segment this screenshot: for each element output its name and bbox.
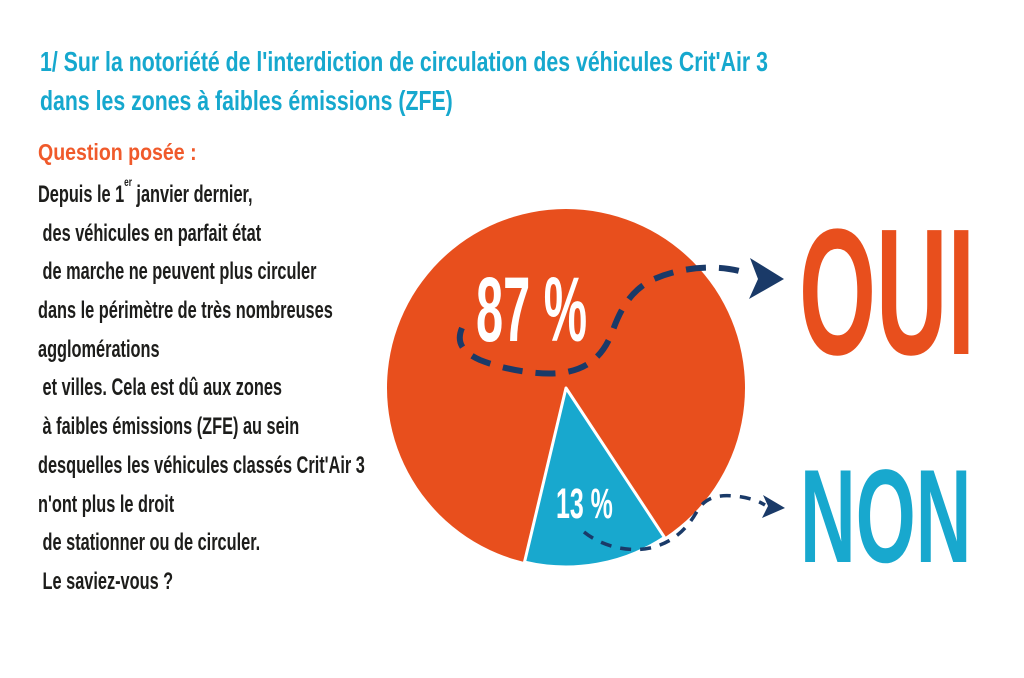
question-line: desquelles les véhicules classés Crit'Ai… [38, 451, 365, 479]
question-line: Le saviez-vous ? [38, 567, 174, 595]
question-line: de marche ne peuvent plus circuler [38, 258, 317, 286]
superscript-er: er [124, 175, 132, 189]
answer-non: NON [800, 443, 972, 591]
question-line: n'ont plus le droit [38, 490, 175, 518]
page-title: 1/ Sur la notoriété de l'interdiction de… [40, 42, 998, 120]
question-line: Depuis le 1er janvier dernier, [38, 175, 253, 208]
page-title-line1: 1/ Sur la notoriété de l'interdiction de… [40, 46, 768, 77]
slice-label-87: 87 % [476, 259, 588, 361]
arrowhead-non-icon [762, 495, 785, 518]
question-line: des véhicules en parfait état [38, 219, 262, 247]
question-line: à faibles émissions (ZFE) au sein [38, 413, 300, 441]
answer-oui: OUI [799, 192, 976, 393]
slice-label-13: 13 % [556, 480, 613, 528]
arrowhead-oui-icon [749, 258, 784, 299]
page-title-line2: dans les zones à faibles émissions (ZFE) [40, 85, 453, 116]
question-line: dans le périmètre de très nombreuses [38, 297, 333, 325]
question-line: et villes. Cela est dû aux zones [38, 374, 282, 402]
question-text: Depuis le 1er janvier dernier, des véhic… [38, 176, 519, 602]
question-line: agglomérations [38, 335, 160, 363]
question-label: Question posée : [38, 139, 197, 165]
question-line: de stationner ou de circuler. [38, 529, 261, 557]
